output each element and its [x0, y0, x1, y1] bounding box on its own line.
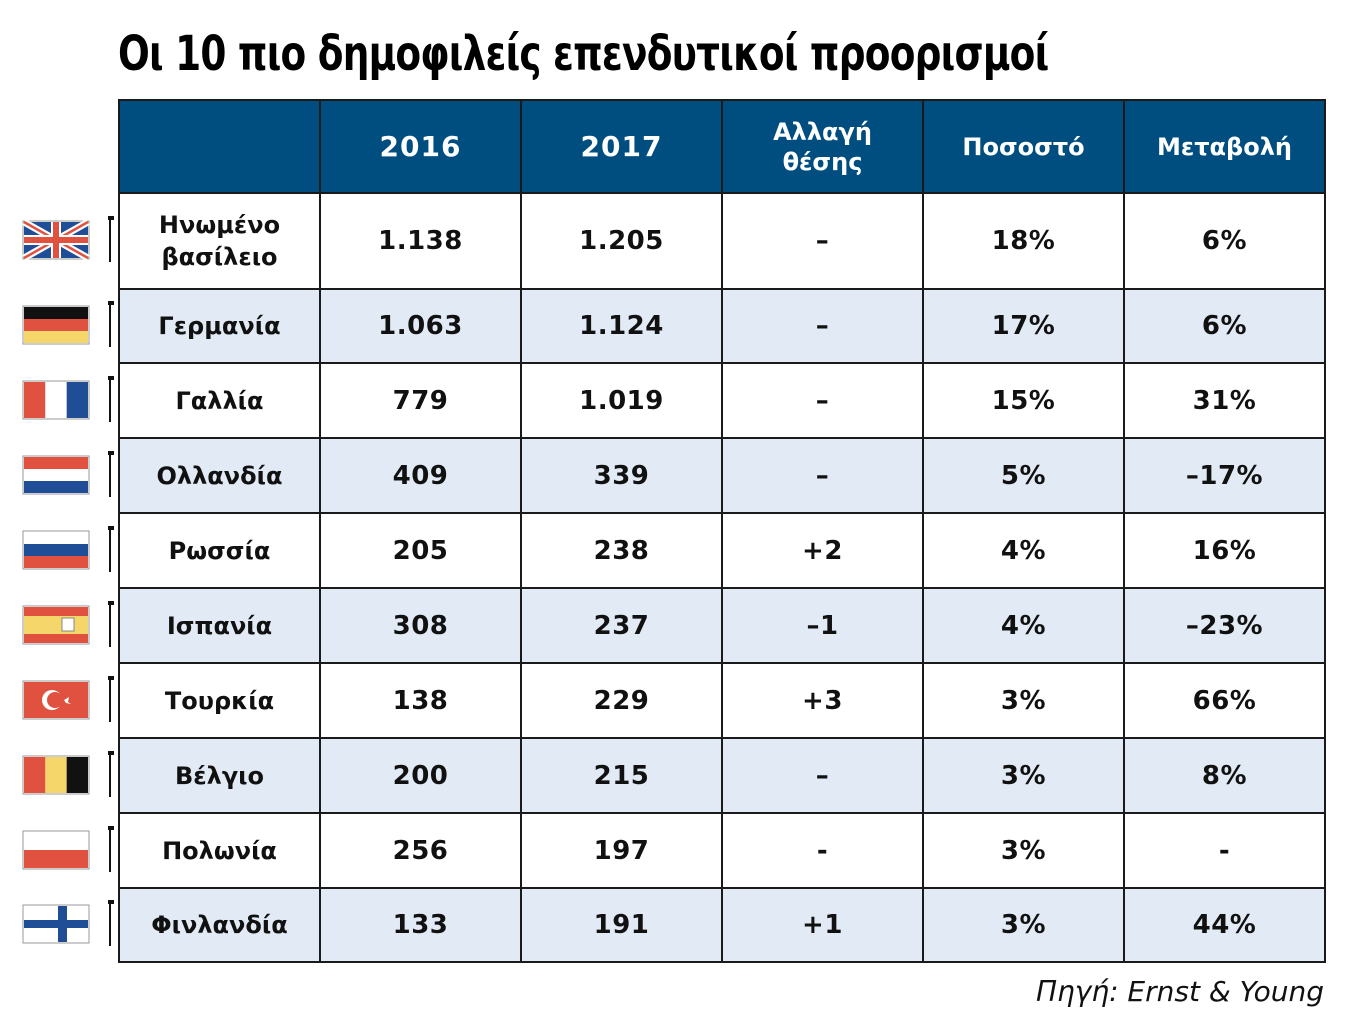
header-rank-change-line1: Αλλαγή — [773, 117, 872, 146]
delta-cell: 6% — [1123, 288, 1326, 364]
header-2016: 2016 — [319, 99, 522, 194]
country-cell: Φινλανδία — [118, 887, 321, 963]
country-cell: Ηνωμένο βασίλειο — [118, 192, 321, 290]
table-row: Ισπανία 308 237 –1 4% –23% — [118, 587, 1326, 664]
header-rank-change-line2: θέσης — [782, 147, 863, 176]
russia-flag-icon — [22, 525, 114, 572]
finland-flag-icon — [22, 900, 114, 946]
header-blank — [118, 99, 321, 194]
table-row: Τουρκία 138 229 +3 3% 66% — [118, 662, 1326, 739]
delta-cell: 31% — [1123, 362, 1326, 439]
value-2017-cell: 215 — [520, 737, 723, 814]
value-2017-cell: 339 — [520, 437, 723, 514]
table-row: Ρωσσία 205 238 +2 4% 16% — [118, 512, 1326, 589]
rank-change-cell: – — [721, 437, 924, 514]
table-row: Ολλανδία 409 339–5% –17% — [118, 437, 1326, 514]
table-row: Φινλανδία 133 191 +1 3% 44% — [118, 887, 1326, 963]
table-row: Γαλλία 779 1.019–15% 31% — [118, 362, 1326, 439]
table-header-row: 2016 2017 Αλλαγή θέσης Ποσοστό Μεταβολή — [118, 99, 1326, 194]
table-row: Ηνωμένο βασίλειο 1.138 1.205–18% 6% — [118, 192, 1326, 290]
source-note: Πηγή: Ernst & Young — [1035, 975, 1324, 1008]
value-2017-cell: 237 — [520, 587, 723, 664]
delta-cell: 44% — [1123, 887, 1326, 963]
country-cell: Πολωνία — [118, 812, 321, 889]
uk-flag-icon — [22, 216, 114, 262]
delta-cell: 16% — [1123, 512, 1326, 589]
rank-change-cell: +3 — [721, 662, 924, 739]
country-cell: Ολλανδία — [118, 437, 321, 514]
table-row: Πολωνία 256 197-3% - — [118, 812, 1326, 889]
share-cell: 4% — [922, 512, 1125, 589]
delta-cell: - — [1123, 812, 1326, 889]
header-share: Ποσοστό — [922, 99, 1125, 194]
turkey-flag-icon — [22, 675, 114, 722]
share-cell: 3% — [922, 812, 1125, 889]
rank-change-cell: –1 — [721, 587, 924, 664]
header-rank-change: Αλλαγή θέσης — [721, 99, 924, 194]
value-2017-cell: 229 — [520, 662, 723, 739]
rank-change-cell: – — [721, 737, 924, 814]
share-cell: 3% — [922, 737, 1125, 814]
table-row: Γερμανία 1.063 1.124–17% 6% — [118, 288, 1326, 364]
delta-cell: –23% — [1123, 587, 1326, 664]
share-cell: 3% — [922, 662, 1125, 739]
rank-change-cell: – — [721, 362, 924, 439]
country-cell: Γερμανία — [118, 288, 321, 364]
rank-change-cell: +2 — [721, 512, 924, 589]
france-flag-icon — [22, 375, 114, 422]
table-row: Βέλγιο 200 215–3% 8% — [118, 737, 1326, 814]
value-2016-cell: 205 — [319, 512, 522, 589]
share-cell: 4% — [922, 587, 1125, 664]
country-cell: Γαλλία — [118, 362, 321, 439]
value-2016-cell: 779 — [319, 362, 522, 439]
delta-cell: 8% — [1123, 737, 1326, 814]
value-2016-cell: 1.138 — [319, 192, 522, 290]
rank-change-cell: +1 — [721, 887, 924, 963]
value-2017-cell: 238 — [520, 512, 723, 589]
spain-flag-icon — [22, 600, 114, 647]
share-cell: 17% — [922, 288, 1125, 364]
delta-cell: 66% — [1123, 662, 1326, 739]
share-cell: 3% — [922, 887, 1125, 963]
rank-change-cell: – — [721, 288, 924, 364]
rank-change-cell: – — [721, 192, 924, 290]
germany-flag-icon — [22, 301, 114, 347]
value-2017-cell: 197 — [520, 812, 723, 889]
delta-cell: 6% — [1123, 192, 1326, 290]
country-cell: Βέλγιο — [118, 737, 321, 814]
value-2017-cell: 191 — [520, 887, 723, 963]
value-2016-cell: 409 — [319, 437, 522, 514]
delta-cell: –17% — [1123, 437, 1326, 514]
value-2017-cell: 1.124 — [520, 288, 723, 364]
value-2016-cell: 200 — [319, 737, 522, 814]
share-cell: 15% — [922, 362, 1125, 439]
header-delta: Μεταβολή — [1123, 99, 1326, 194]
country-cell: Τουρκία — [118, 662, 321, 739]
value-2017-cell: 1.205 — [520, 192, 723, 290]
value-2016-cell: 138 — [319, 662, 522, 739]
rank-change-cell: - — [721, 812, 924, 889]
country-cell: Ισπανία — [118, 587, 321, 664]
country-cell: Ρωσσία — [118, 512, 321, 589]
share-cell: 5% — [922, 437, 1125, 514]
value-2017-cell: 1.019 — [520, 362, 723, 439]
belgium-flag-icon — [22, 750, 114, 797]
netherlands-flag-icon — [22, 450, 114, 497]
poland-flag-icon — [22, 825, 114, 872]
value-2016-cell: 256 — [319, 812, 522, 889]
page-title: Οι 10 πιο δημοφιλείς επενδυτικοί προορισ… — [118, 26, 1049, 82]
value-2016-cell: 1.063 — [319, 288, 522, 364]
value-2016-cell: 133 — [319, 887, 522, 963]
destinations-table: 2016 2017 Αλλαγή θέσης Ποσοστό Μεταβολή Η… — [118, 99, 1326, 963]
header-2017: 2017 — [520, 99, 723, 194]
share-cell: 18% — [922, 192, 1125, 290]
value-2016-cell: 308 — [319, 587, 522, 664]
